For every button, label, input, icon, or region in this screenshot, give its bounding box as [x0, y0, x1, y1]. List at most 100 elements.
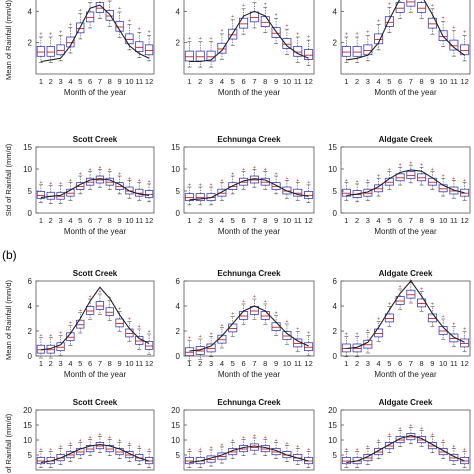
y-tick-label: 4: [176, 7, 181, 16]
box-body: [249, 11, 259, 23]
chart-title: Scott Creek: [73, 135, 118, 144]
chart-title: Scott Creek: [73, 398, 118, 407]
y-tick-label: 0: [28, 352, 33, 361]
box-12: +: [304, 180, 314, 203]
y-tick-label: 4: [333, 302, 338, 311]
x-axis-label: Month of the year: [374, 370, 437, 379]
box-5: +: [384, 432, 394, 453]
box-body: [228, 182, 238, 190]
outlier-marker: +: [79, 8, 82, 14]
x-tick-label: 2: [198, 77, 202, 86]
plot-frame: [340, 0, 471, 75]
y-tick-label: 5: [333, 451, 338, 460]
outlier-marker: +: [210, 332, 213, 338]
outlier-marker: +: [452, 176, 455, 182]
box-6: +: [85, 435, 95, 456]
box-body: [36, 191, 46, 199]
x-tick-label: 12: [460, 216, 468, 225]
box-1: +: [341, 447, 351, 468]
outlier-marker: +: [388, 167, 391, 173]
x-tick-label: 3: [58, 77, 62, 86]
outlier-marker: +: [431, 3, 434, 9]
box-body: [352, 190, 362, 198]
outlier-marker: +: [399, 284, 402, 290]
y-tick-label: 4: [176, 302, 181, 311]
x-tick-label: 3: [366, 216, 370, 225]
outlier-marker: +: [89, 0, 92, 3]
box-11: +: [449, 176, 459, 199]
outlier-marker: +: [128, 317, 131, 323]
x-tick-label: 12: [304, 359, 312, 368]
box-body: [135, 41, 144, 52]
y-tick-label: 5: [28, 187, 33, 196]
outlier-marker: +: [388, 302, 391, 308]
outlier-marker: +: [431, 302, 434, 308]
outlier-marker: +: [431, 167, 434, 173]
box-3: +: [56, 330, 65, 356]
outlier-marker: +: [442, 174, 445, 180]
box-body: [449, 186, 459, 195]
x-tick-label: 8: [263, 359, 267, 368]
box-body: [352, 46, 362, 57]
box-3: +: [363, 178, 373, 201]
box-7: +: [406, 0, 416, 13]
box-body: [341, 188, 351, 197]
y-axis-label: Std of Rainfall (mm/d): [4, 413, 13, 474]
box-3: +: [363, 328, 373, 354]
y-axis-label: Mean of Rainfall (mm/d): [4, 0, 13, 80]
y-tick-label: 15: [23, 421, 32, 430]
box-12: +: [304, 447, 314, 468]
y-tick-label: 0: [176, 209, 181, 218]
x-tick-label: 2: [49, 77, 53, 86]
outlier-marker: +: [49, 31, 52, 37]
x-tick-label: 8: [263, 216, 267, 225]
box-1: +: [36, 180, 46, 203]
x-tick-label: 6: [241, 77, 245, 86]
outlier-marker: +: [98, 289, 101, 295]
outlier-marker: +: [39, 333, 42, 339]
box-6: +: [239, 3, 249, 35]
observed-line: [346, 280, 465, 350]
x-tick-label: 11: [294, 77, 302, 86]
outlier-marker: +: [220, 323, 223, 329]
x-tick-label: 4: [377, 216, 381, 225]
x-tick-label: 5: [231, 77, 235, 86]
y-axis-label: Mean of Rainfall (mm/d): [4, 279, 13, 360]
box-11: +: [449, 322, 459, 348]
box-10: +: [282, 441, 292, 462]
outlier-marker: +: [89, 435, 92, 441]
x-tick-label: 11: [135, 359, 143, 368]
box-body: [271, 182, 281, 190]
box-body: [115, 182, 124, 190]
box-8: +: [260, 167, 270, 190]
outlier-marker: +: [118, 171, 121, 177]
x-tick-label: 1: [187, 359, 191, 368]
y-tick-label: 0: [28, 209, 33, 218]
box-body: [406, 171, 416, 179]
outlier-marker: +: [210, 182, 213, 188]
box-body: [144, 44, 154, 56]
outlier-marker: +: [231, 438, 234, 444]
box-body: [374, 328, 384, 338]
outlier-marker: +: [148, 179, 151, 185]
box-body: [56, 44, 65, 56]
box-1: +: [341, 31, 351, 63]
box-5: +: [228, 14, 238, 46]
observed-line: [189, 305, 309, 352]
box-body: [304, 342, 314, 352]
box-body: [184, 50, 194, 62]
x-tick-label: 9: [430, 216, 434, 225]
x-tick-label: 10: [125, 216, 133, 225]
box-9: +: [427, 3, 437, 35]
outlier-marker: +: [452, 25, 455, 31]
box-body: [95, 301, 105, 310]
box-body: [417, 173, 427, 182]
y-axis-label: Std of Rainfall (mm/d): [4, 143, 13, 216]
box-9: +: [427, 432, 437, 453]
outlier-marker: +: [356, 31, 359, 37]
x-tick-label: 1: [187, 216, 191, 225]
outlier-marker: +: [275, 171, 278, 177]
x-tick-label: 10: [439, 359, 447, 368]
x-tick-label: 9: [274, 77, 278, 86]
